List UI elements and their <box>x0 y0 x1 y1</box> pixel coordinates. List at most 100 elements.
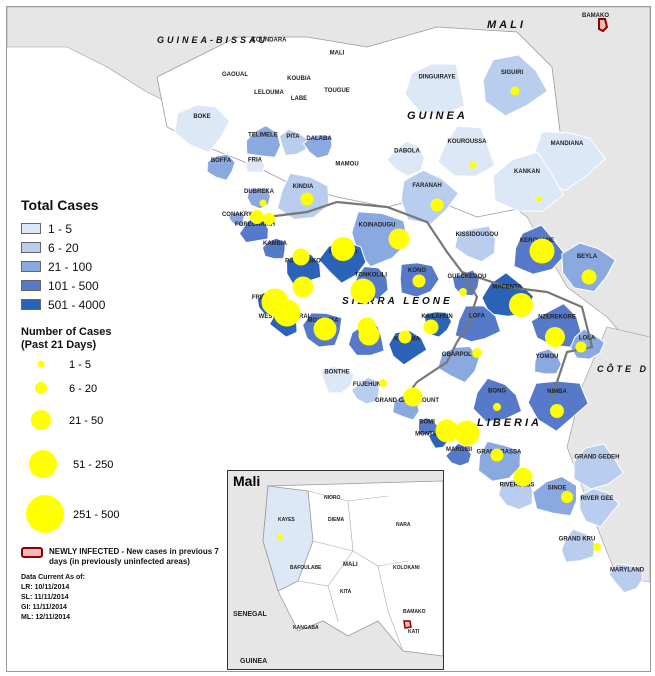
region-conakry[interactable] <box>227 211 246 227</box>
case-bubble[interactable] <box>550 404 564 418</box>
region-label-lola: LOLA <box>579 335 596 341</box>
region-pita[interactable] <box>278 128 309 156</box>
region-grand-gedeh[interactable] <box>573 443 624 490</box>
region-label-rivercess: RIVERCESS <box>500 483 535 489</box>
region-label-gbarpolu: GBARPOLU <box>442 352 476 358</box>
region-fujehun[interactable] <box>350 376 380 405</box>
region-margibi[interactable] <box>444 442 472 467</box>
region-dinguiraye[interactable] <box>404 63 466 116</box>
case-bubble[interactable] <box>292 248 310 266</box>
region-boffa[interactable] <box>206 153 236 181</box>
place-label-bamako: BAMAKO <box>582 13 609 19</box>
case-bubble[interactable] <box>273 299 301 327</box>
legend-total-row: 501 - 4000 <box>21 295 231 314</box>
region-label-labe: LABE <box>291 96 307 102</box>
region-label-conakry: CONAKRY <box>222 212 252 218</box>
case-bubble[interactable] <box>493 403 501 411</box>
region-dabola[interactable] <box>386 140 425 177</box>
legend-bubble <box>31 410 51 430</box>
case-bubble[interactable] <box>472 348 482 358</box>
region-sinoe[interactable] <box>532 475 578 517</box>
region-grand-kru[interactable] <box>560 528 596 563</box>
inset-district-lines <box>297 490 409 652</box>
legend-swatch <box>21 242 41 253</box>
region-fria[interactable] <box>245 154 266 173</box>
case-bubble[interactable] <box>513 467 533 487</box>
case-bubble[interactable] <box>509 293 533 317</box>
inset-label-bafoulabe: BAFOULABE <box>290 565 322 571</box>
region-label-siguiri: SIGUIRI <box>501 70 524 76</box>
case-bubble[interactable] <box>529 238 555 264</box>
case-bubble[interactable] <box>358 324 380 346</box>
case-bubble[interactable] <box>430 198 444 212</box>
case-bubble[interactable] <box>536 196 542 202</box>
case-bubble[interactable] <box>313 317 337 341</box>
case-bubble[interactable] <box>423 319 439 335</box>
border-sl-guinea <box>266 200 479 343</box>
region-lofa[interactable] <box>454 305 502 343</box>
region-label-kambia: KAMBIA <box>263 241 288 247</box>
legend-newly-infected: NEWLY INFECTED - New cases in previous 7… <box>21 547 231 567</box>
case-bubble[interactable] <box>398 330 412 344</box>
region-maryland[interactable] <box>608 563 644 594</box>
region-siguiri[interactable] <box>482 54 549 117</box>
region-telimele[interactable] <box>245 124 282 158</box>
case-bubble[interactable] <box>412 274 426 288</box>
case-bubble[interactable] <box>388 228 410 250</box>
inset-title: Mali <box>233 473 261 489</box>
region-label-gaoual: GAOUAL <box>222 72 248 78</box>
case-bubble[interactable] <box>379 379 387 387</box>
region-label-fria: FRIA <box>248 158 263 164</box>
case-bubble[interactable] <box>459 288 467 296</box>
case-bubble[interactable] <box>403 387 423 407</box>
inset-label-bamako: BAMAKO <box>403 609 426 615</box>
case-bubble[interactable] <box>250 210 264 224</box>
case-bubble[interactable] <box>575 341 587 353</box>
case-bubble[interactable] <box>490 448 504 462</box>
region-kenema[interactable] <box>388 330 428 366</box>
region-kouroussa[interactable] <box>437 125 496 177</box>
country-label-guinea-bissau: GUINEA-BISSAU <box>157 35 268 45</box>
region-river-gee[interactable] <box>578 488 620 528</box>
region-bomi[interactable] <box>417 417 439 436</box>
region-kambia[interactable] <box>261 237 286 260</box>
case-bubble[interactable] <box>454 420 480 446</box>
case-bubble[interactable] <box>331 237 355 261</box>
region-bonthe[interactable] <box>320 365 355 394</box>
case-bubble[interactable] <box>292 276 314 298</box>
region-label-nzerekore: NZEREKORE <box>538 315 576 321</box>
case-bubble[interactable] <box>593 543 601 551</box>
legend-bubble-label: 51 - 250 <box>73 459 113 471</box>
case-bubble[interactable] <box>350 278 376 304</box>
case-bubble[interactable] <box>510 86 520 96</box>
epidemic-map[interactable]: MALI GUINEA-BISSAU GUINEA SIERRA LEONE L… <box>7 7 650 671</box>
case-bubble[interactable] <box>263 213 275 225</box>
region-label-dinguiraye: DINGUIRAYE <box>418 75 455 81</box>
mali-inset-map[interactable]: KAYES NIORO DIEMA NARA BAFOULABE MALI KO… <box>227 470 444 670</box>
case-bubble[interactable] <box>545 327 565 347</box>
region-faranah[interactable] <box>400 169 460 225</box>
region-beyla[interactable] <box>561 242 616 293</box>
case-bubble[interactable] <box>581 269 597 285</box>
region-yomou[interactable] <box>534 348 562 375</box>
region-label-nimba: NIMBA <box>547 389 567 395</box>
case-bubble[interactable] <box>435 419 459 443</box>
legend-total-row: 101 - 500 <box>21 276 231 295</box>
region-forecariah[interactable] <box>238 216 269 244</box>
case-bubble[interactable] <box>259 199 267 207</box>
region-label-kankan: KANKAN <box>514 169 540 175</box>
inset-label-kayes: KAYES <box>278 517 295 523</box>
border-liberia-guinea <box>461 270 594 398</box>
region-bong[interactable] <box>472 377 523 423</box>
case-bubble[interactable] <box>561 491 573 503</box>
region-grand-bassa[interactable] <box>477 440 521 482</box>
case-bubble[interactable] <box>300 192 314 206</box>
case-bubble[interactable] <box>469 161 477 169</box>
region-boke[interactable] <box>174 104 231 154</box>
legend-swatch <box>21 261 41 272</box>
region-dalaba[interactable] <box>302 134 333 159</box>
region-kissidougou[interactable] <box>454 225 496 263</box>
region-kankan[interactable] <box>492 151 564 212</box>
inset-label-kita: KITA <box>340 589 352 595</box>
legend-total-row: 21 - 100 <box>21 257 231 276</box>
